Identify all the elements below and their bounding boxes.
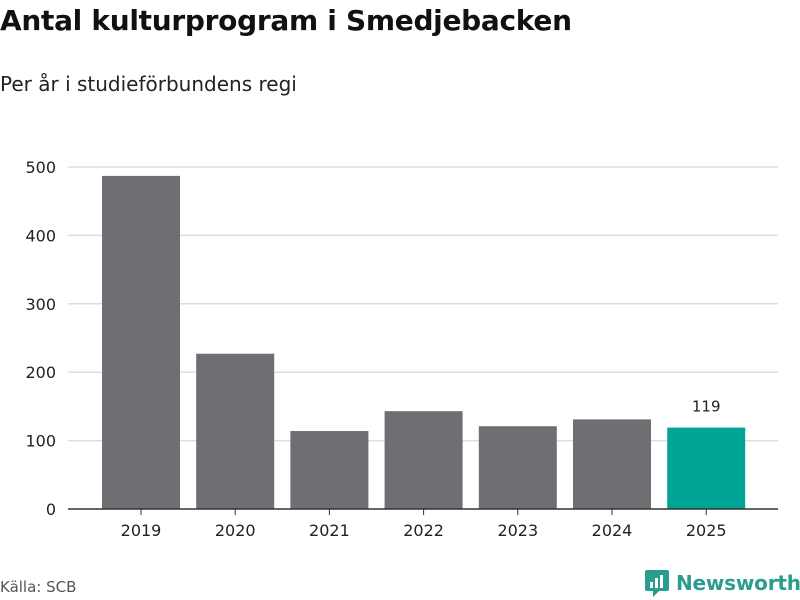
- bar-2023[interactable]: [478, 426, 557, 509]
- newsworthy-logo[interactable]: Newsworthy: [644, 568, 800, 598]
- x-tick-label: 2023: [497, 521, 538, 540]
- newsworthy-icon: [645, 570, 669, 597]
- chart-subtitle: Per år i studieförbundens regi: [0, 72, 297, 96]
- bars: [102, 175, 746, 509]
- x-tick-label: 2024: [592, 521, 633, 540]
- bar-2019[interactable]: [102, 175, 180, 509]
- data-label-2025: 119: [692, 398, 721, 416]
- x-tick-label: 2020: [215, 521, 256, 540]
- bar-2022[interactable]: [384, 411, 463, 509]
- source-note: Källa: SCB: [0, 578, 77, 596]
- x-tick-label: 2022: [403, 521, 444, 540]
- x-tick-label: 2025: [686, 521, 727, 540]
- bar-2020[interactable]: [196, 353, 275, 509]
- bar-2025[interactable]: [667, 427, 746, 509]
- y-axis-ticks: 0 100 200 300 400 500: [25, 158, 56, 519]
- brand-name: Newsworthy: [676, 571, 800, 595]
- data-labels: 119: [692, 398, 721, 416]
- chart-title: Antal kulturprogram i Smedjebacken: [0, 4, 572, 37]
- x-tick-label: 2019: [121, 521, 162, 540]
- y-tick-label: 100: [25, 432, 56, 451]
- x-tick-label: 2021: [309, 521, 350, 540]
- y-tick-label: 200: [25, 363, 56, 382]
- y-tick-label: 500: [25, 158, 56, 177]
- bar-2024[interactable]: [573, 419, 651, 509]
- y-tick-label: 400: [25, 226, 56, 245]
- x-axis-ticks: 2019 2020 2021 2022 2023 2024 2025: [121, 509, 727, 540]
- y-tick-label: 0: [46, 500, 56, 519]
- y-tick-label: 300: [25, 295, 56, 314]
- bar-2021[interactable]: [290, 431, 369, 509]
